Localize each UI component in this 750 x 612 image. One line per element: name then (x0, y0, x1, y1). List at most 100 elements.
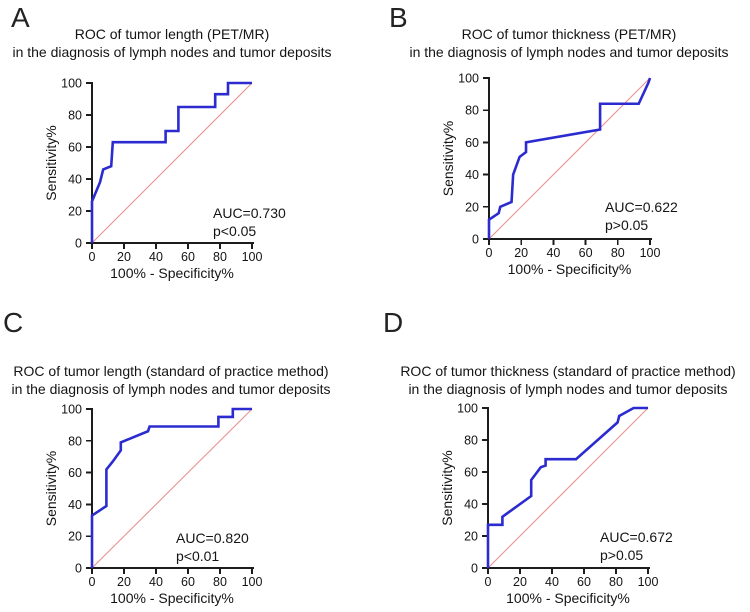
x-tick-label: 60 (181, 250, 195, 264)
roc-chart: 0 20 40 60 80 100 0 20 40 60 80 100 Sensitivity% 100%… (43, 77, 263, 282)
y-axis: 0 20 40 60 80 100 (61, 77, 92, 251)
x-tick-label: 20 (117, 250, 131, 264)
y-axis: 0 20 40 60 80 100 (61, 403, 92, 576)
x-tick-label: 80 (213, 250, 227, 264)
chart-title-line2: in the diagnosis of lymph nodes and tumo… (11, 381, 331, 397)
y-axis-label: Sensitivity% (43, 451, 59, 526)
y-tick-label: 80 (465, 104, 479, 118)
auc-value: AUC=0.730 (213, 205, 286, 221)
x-axis-label: 100% - Specificity% (110, 590, 234, 606)
x-tick-label: 60 (577, 575, 591, 589)
x-tick-label: 40 (149, 250, 163, 264)
x-tick-label: 80 (609, 575, 623, 589)
x-axis-label: 100% - Specificity% (508, 261, 632, 277)
roc-panel-d: D ROC of tumor thickness (standard of pr… (375, 306, 750, 612)
y-axis-label: Sensitivity% (440, 121, 456, 196)
x-tick-label: 100 (638, 575, 659, 589)
chart-title-line1: ROC of tumor thickness (standard of prac… (400, 363, 736, 379)
auc-annotation: AUC=0.820 p<0.01 (176, 529, 249, 565)
auc-annotation: AUC=0.730 p<0.05 (213, 204, 286, 240)
chart-title: ROC of tumor length (standard of practic… (11, 362, 330, 398)
y-tick-label: 20 (464, 530, 478, 544)
roc-panel-c: C ROC of tumor length (standard of pract… (0, 306, 375, 612)
auc-annotation: AUC=0.622 p>0.05 (605, 198, 678, 234)
chart-title-line2: in the diagnosis of lymph nodes and tumo… (12, 44, 332, 60)
y-tick-label: 60 (464, 466, 478, 480)
chart-title-line1: ROC of tumor length (standard of practic… (13, 363, 329, 379)
x-tick-label: 40 (546, 246, 560, 260)
x-tick-label: 40 (545, 575, 559, 589)
y-tick-label: 40 (464, 498, 478, 512)
x-tick-label: 20 (514, 246, 528, 260)
y-tick-label: 20 (68, 205, 82, 219)
panel-letter: C (3, 307, 24, 338)
y-axis-label: Sensitivity% (439, 450, 455, 525)
panel-letter: A (11, 2, 30, 33)
x-axis-label: 100% - Specificity% (506, 590, 630, 606)
y-tick-label: 60 (465, 136, 479, 150)
y-tick-label: 80 (464, 434, 478, 448)
x-tick-label: 100 (640, 246, 661, 260)
y-tick-label: 100 (457, 402, 478, 416)
auc-value: AUC=0.622 (605, 199, 678, 215)
auc-value: AUC=0.820 (176, 530, 249, 546)
panel-letter: D (383, 307, 404, 338)
x-tick-label: 0 (486, 246, 493, 260)
p-value: p>0.05 (600, 547, 644, 563)
y-tick-label: 60 (68, 141, 82, 155)
x-axis: 0 20 40 60 80 100 (485, 568, 659, 589)
y-tick-label: 100 (61, 403, 82, 417)
y-axis: 0 20 40 60 80 100 (457, 402, 488, 576)
auc-annotation: AUC=0.672 p>0.05 (600, 528, 673, 564)
x-tick-label: 40 (149, 575, 163, 589)
panel-letter: B (389, 2, 408, 33)
y-tick-label: 0 (75, 237, 82, 251)
x-tick-label: 0 (89, 575, 96, 589)
roc-panel-b: B ROC of tumor thickness (PET/MR) in the… (375, 0, 750, 306)
x-tick-label: 0 (485, 575, 492, 589)
roc-curve (90, 81, 252, 243)
chance-diagonal-line (487, 407, 649, 569)
chart-title: ROC of tumor length (PET/MR) in the diag… (12, 25, 331, 61)
roc-curve (486, 406, 648, 568)
y-tick-label: 0 (472, 233, 479, 247)
x-tick-label: 60 (579, 246, 593, 260)
y-tick-label: 0 (471, 562, 478, 576)
y-tick-label: 60 (68, 466, 82, 480)
auc-value: AUC=0.672 (600, 529, 673, 545)
y-tick-label: 40 (465, 168, 479, 182)
roc-chart: 0 20 40 60 80 100 0 20 40 60 80 100 Sensitivity% 100%… (439, 402, 659, 607)
x-tick-label: 20 (513, 575, 527, 589)
x-tick-label: 20 (117, 575, 131, 589)
y-tick-label: 40 (68, 173, 82, 187)
chart-title-line1: ROC of tumor thickness (PET/MR) (461, 26, 677, 42)
chance-diagonal-line (91, 408, 253, 569)
x-axis: 0 20 40 60 80 100 (89, 568, 263, 589)
x-axis: 0 20 40 60 80 100 (89, 243, 263, 264)
p-value: p>0.05 (605, 217, 649, 233)
roc-panel-a: A ROC of tumor length (PET/MR) in the di… (0, 0, 375, 306)
roc-curve (487, 77, 652, 239)
x-tick-label: 0 (89, 250, 96, 264)
chart-title: ROC of tumor thickness (standard of prac… (400, 362, 735, 398)
chart-title-line1: ROC of tumor length (PET/MR) (74, 26, 270, 42)
chart-title-line2: in the diagnosis of lymph nodes and tumo… (409, 44, 729, 60)
y-tick-label: 100 (458, 72, 479, 86)
roc-curve (90, 407, 252, 568)
y-tick-label: 20 (68, 530, 82, 544)
y-tick-label: 80 (68, 109, 82, 123)
x-tick-label: 80 (611, 246, 625, 260)
y-tick-label: 100 (61, 77, 82, 91)
roc-chart: 0 20 40 60 80 100 0 20 40 60 80 100 Sensitivity% 100%… (43, 403, 263, 607)
y-tick-label: 80 (68, 434, 82, 448)
x-tick-label: 100 (242, 250, 263, 264)
x-tick-label: 100 (242, 575, 263, 589)
y-axis: 0 20 40 60 80 100 (458, 72, 489, 247)
x-axis-label: 100% - Specificity% (110, 265, 234, 281)
x-tick-label: 80 (213, 575, 227, 589)
y-tick-label: 0 (75, 562, 82, 576)
chance-diagonal-line (91, 82, 253, 244)
y-tick-label: 20 (465, 200, 479, 214)
x-axis: 0 20 40 60 80 100 (486, 239, 661, 260)
